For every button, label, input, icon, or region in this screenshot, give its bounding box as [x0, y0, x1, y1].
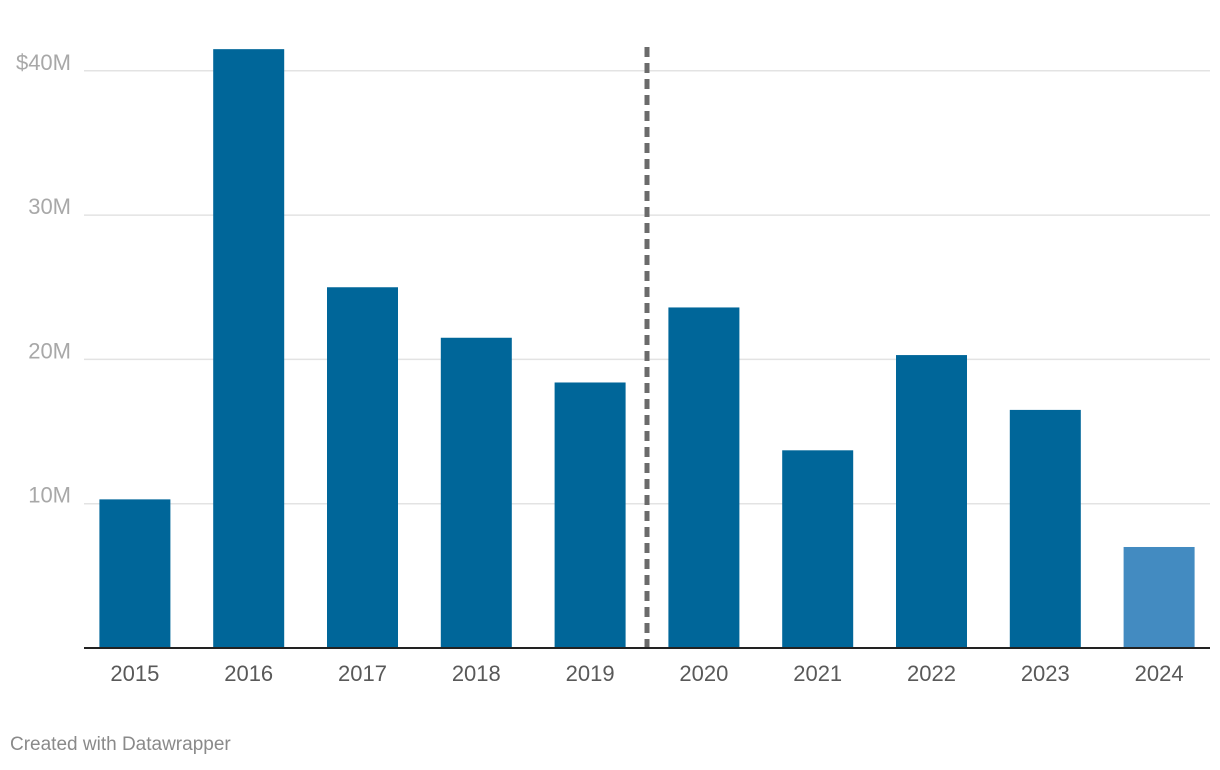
x-tick-label: 2019	[566, 661, 615, 686]
x-tick-label: 2020	[679, 661, 728, 686]
credit-text: Created with Datawrapper	[10, 734, 231, 755]
bar-2015	[99, 499, 171, 648]
x-tick-label: 2021	[793, 661, 842, 686]
bar-chart: 10M 20M 30M $40M 2015 2016 2017 2018 2019 2020 202…	[16, 47, 1210, 686]
bar-2021	[782, 450, 854, 648]
y-tick-label: $40M	[16, 50, 71, 75]
x-tick-label: 2015	[110, 661, 159, 686]
bar-2022	[896, 355, 967, 648]
x-tick-label: 2024	[1135, 661, 1184, 686]
bar-2017	[327, 287, 398, 648]
y-tick-label: 10M	[28, 483, 71, 508]
x-tick-label: 2017	[338, 661, 387, 686]
bar-2020	[668, 307, 740, 648]
bar-2019	[554, 382, 626, 648]
x-tick-label: 2022	[907, 661, 956, 686]
bar-2016	[213, 49, 285, 648]
bar-2023	[1009, 409, 1081, 648]
x-tick-label: 2023	[1021, 661, 1070, 686]
y-tick-label: 20M	[28, 338, 71, 363]
y-tick-label: 30M	[28, 194, 71, 219]
x-tick-label: 2016	[224, 661, 273, 686]
bar-2024	[1123, 546, 1195, 648]
x-tick-label: 2018	[452, 661, 501, 686]
bar-2018	[440, 337, 512, 648]
